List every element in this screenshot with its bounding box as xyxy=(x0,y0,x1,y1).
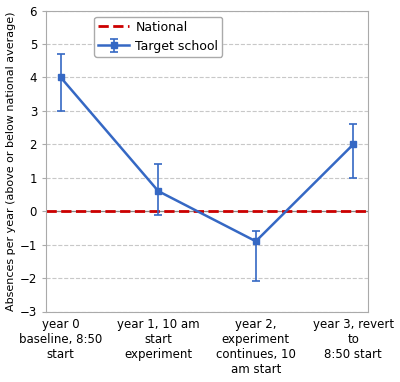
National xyxy=(156,209,161,214)
Y-axis label: Absences per year (above or below national average): Absences per year (above or below nation… xyxy=(6,11,16,311)
National xyxy=(58,209,63,214)
Legend: National, Target school: National, Target school xyxy=(94,17,222,57)
